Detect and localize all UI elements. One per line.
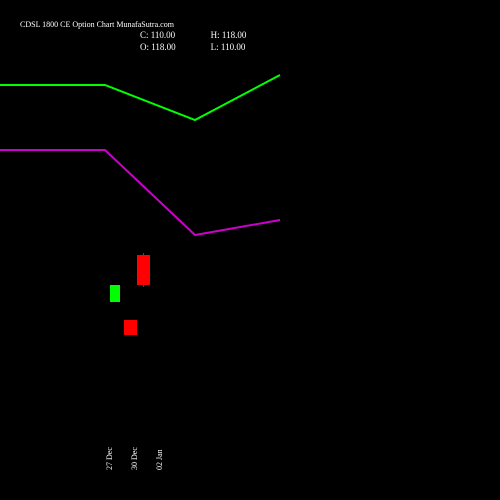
price-chart (0, 55, 500, 435)
ohlc-summary: C: 110.00 H: 118.00 O: 118.00 L: 110.00 (140, 30, 246, 52)
x-axis-labels: 27 Dec 30 Dec 02 Jan (0, 435, 500, 485)
low-value: L: 110.00 (211, 42, 247, 52)
chart-candles (110, 253, 150, 335)
x-tick-label: 02 Jan (155, 449, 164, 470)
open-value: O: 118.00 (140, 42, 176, 52)
x-tick-label: 27 Dec (105, 447, 114, 470)
close-value: C: 110.00 (140, 30, 176, 40)
chart-lines (0, 75, 280, 235)
chart-svg (0, 55, 500, 435)
x-tick-label: 30 Dec (130, 447, 139, 470)
chart-title: CDSL 1800 CE Option Chart MunafaSutra.co… (20, 20, 174, 29)
high-value: H: 118.00 (211, 30, 247, 40)
